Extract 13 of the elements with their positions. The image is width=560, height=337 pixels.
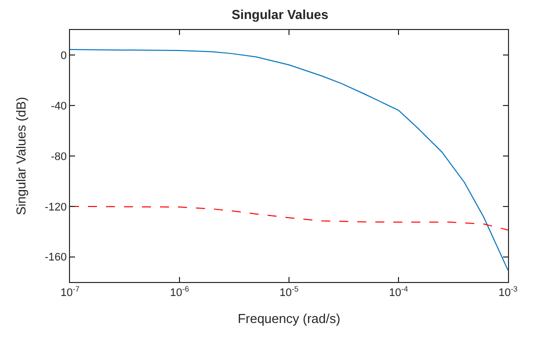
y-tick-label: -160 — [44, 252, 67, 264]
y-tick-label: -80 — [50, 150, 67, 163]
chart-title: Singular Values — [232, 7, 328, 22]
y-tick-label: -40 — [50, 100, 67, 112]
y-tick-label: 0 — [60, 50, 67, 62]
x-tick-label: 10$^{-5}$ — [279, 284, 299, 300]
x-axis-title: Frequency (rad/s) — [238, 310, 340, 326]
x-tick-label: 10$^{-7}$ — [60, 284, 80, 300]
x-tick-label: 10$^{-6}$ — [170, 284, 190, 300]
x-tick-label: 10$^{-4}$ — [388, 284, 409, 300]
y-axis-title: Singular Values (dB) — [14, 96, 29, 216]
y-tick-label: -120 — [44, 201, 67, 214]
x-tick-label: 10$^{-3}$ — [498, 284, 518, 300]
